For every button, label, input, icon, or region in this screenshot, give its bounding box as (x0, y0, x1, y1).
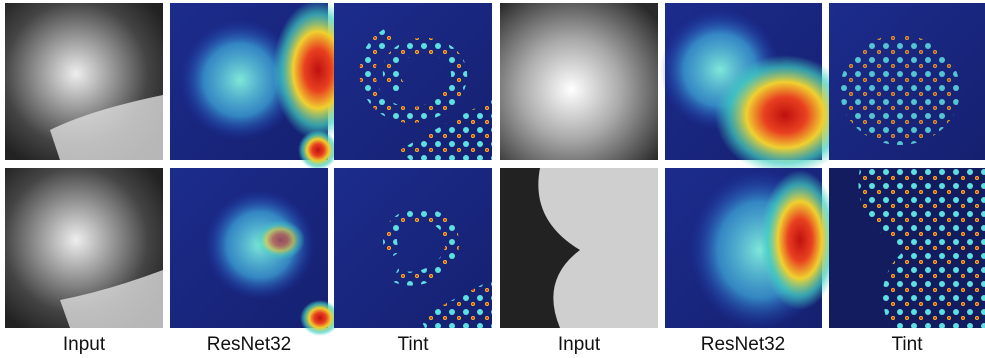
page: {"columns": ["Input", "ResNet32", "Tint"… (0, 0, 985, 358)
input-image (500, 3, 658, 160)
column-label: ResNet32 (701, 334, 786, 355)
figure: Input ResNet32 Tint Input ResNet32 Tint (0, 0, 985, 358)
image-grid (5, 0, 985, 336)
column-label: Input (63, 334, 106, 355)
column-label: Input (558, 334, 601, 355)
column-label: Tint (398, 334, 430, 355)
column-label: Tint (892, 334, 924, 355)
column-labels: Input ResNet32 Tint Input ResNet32 Tint (63, 334, 923, 355)
column-label: ResNet32 (207, 334, 292, 355)
